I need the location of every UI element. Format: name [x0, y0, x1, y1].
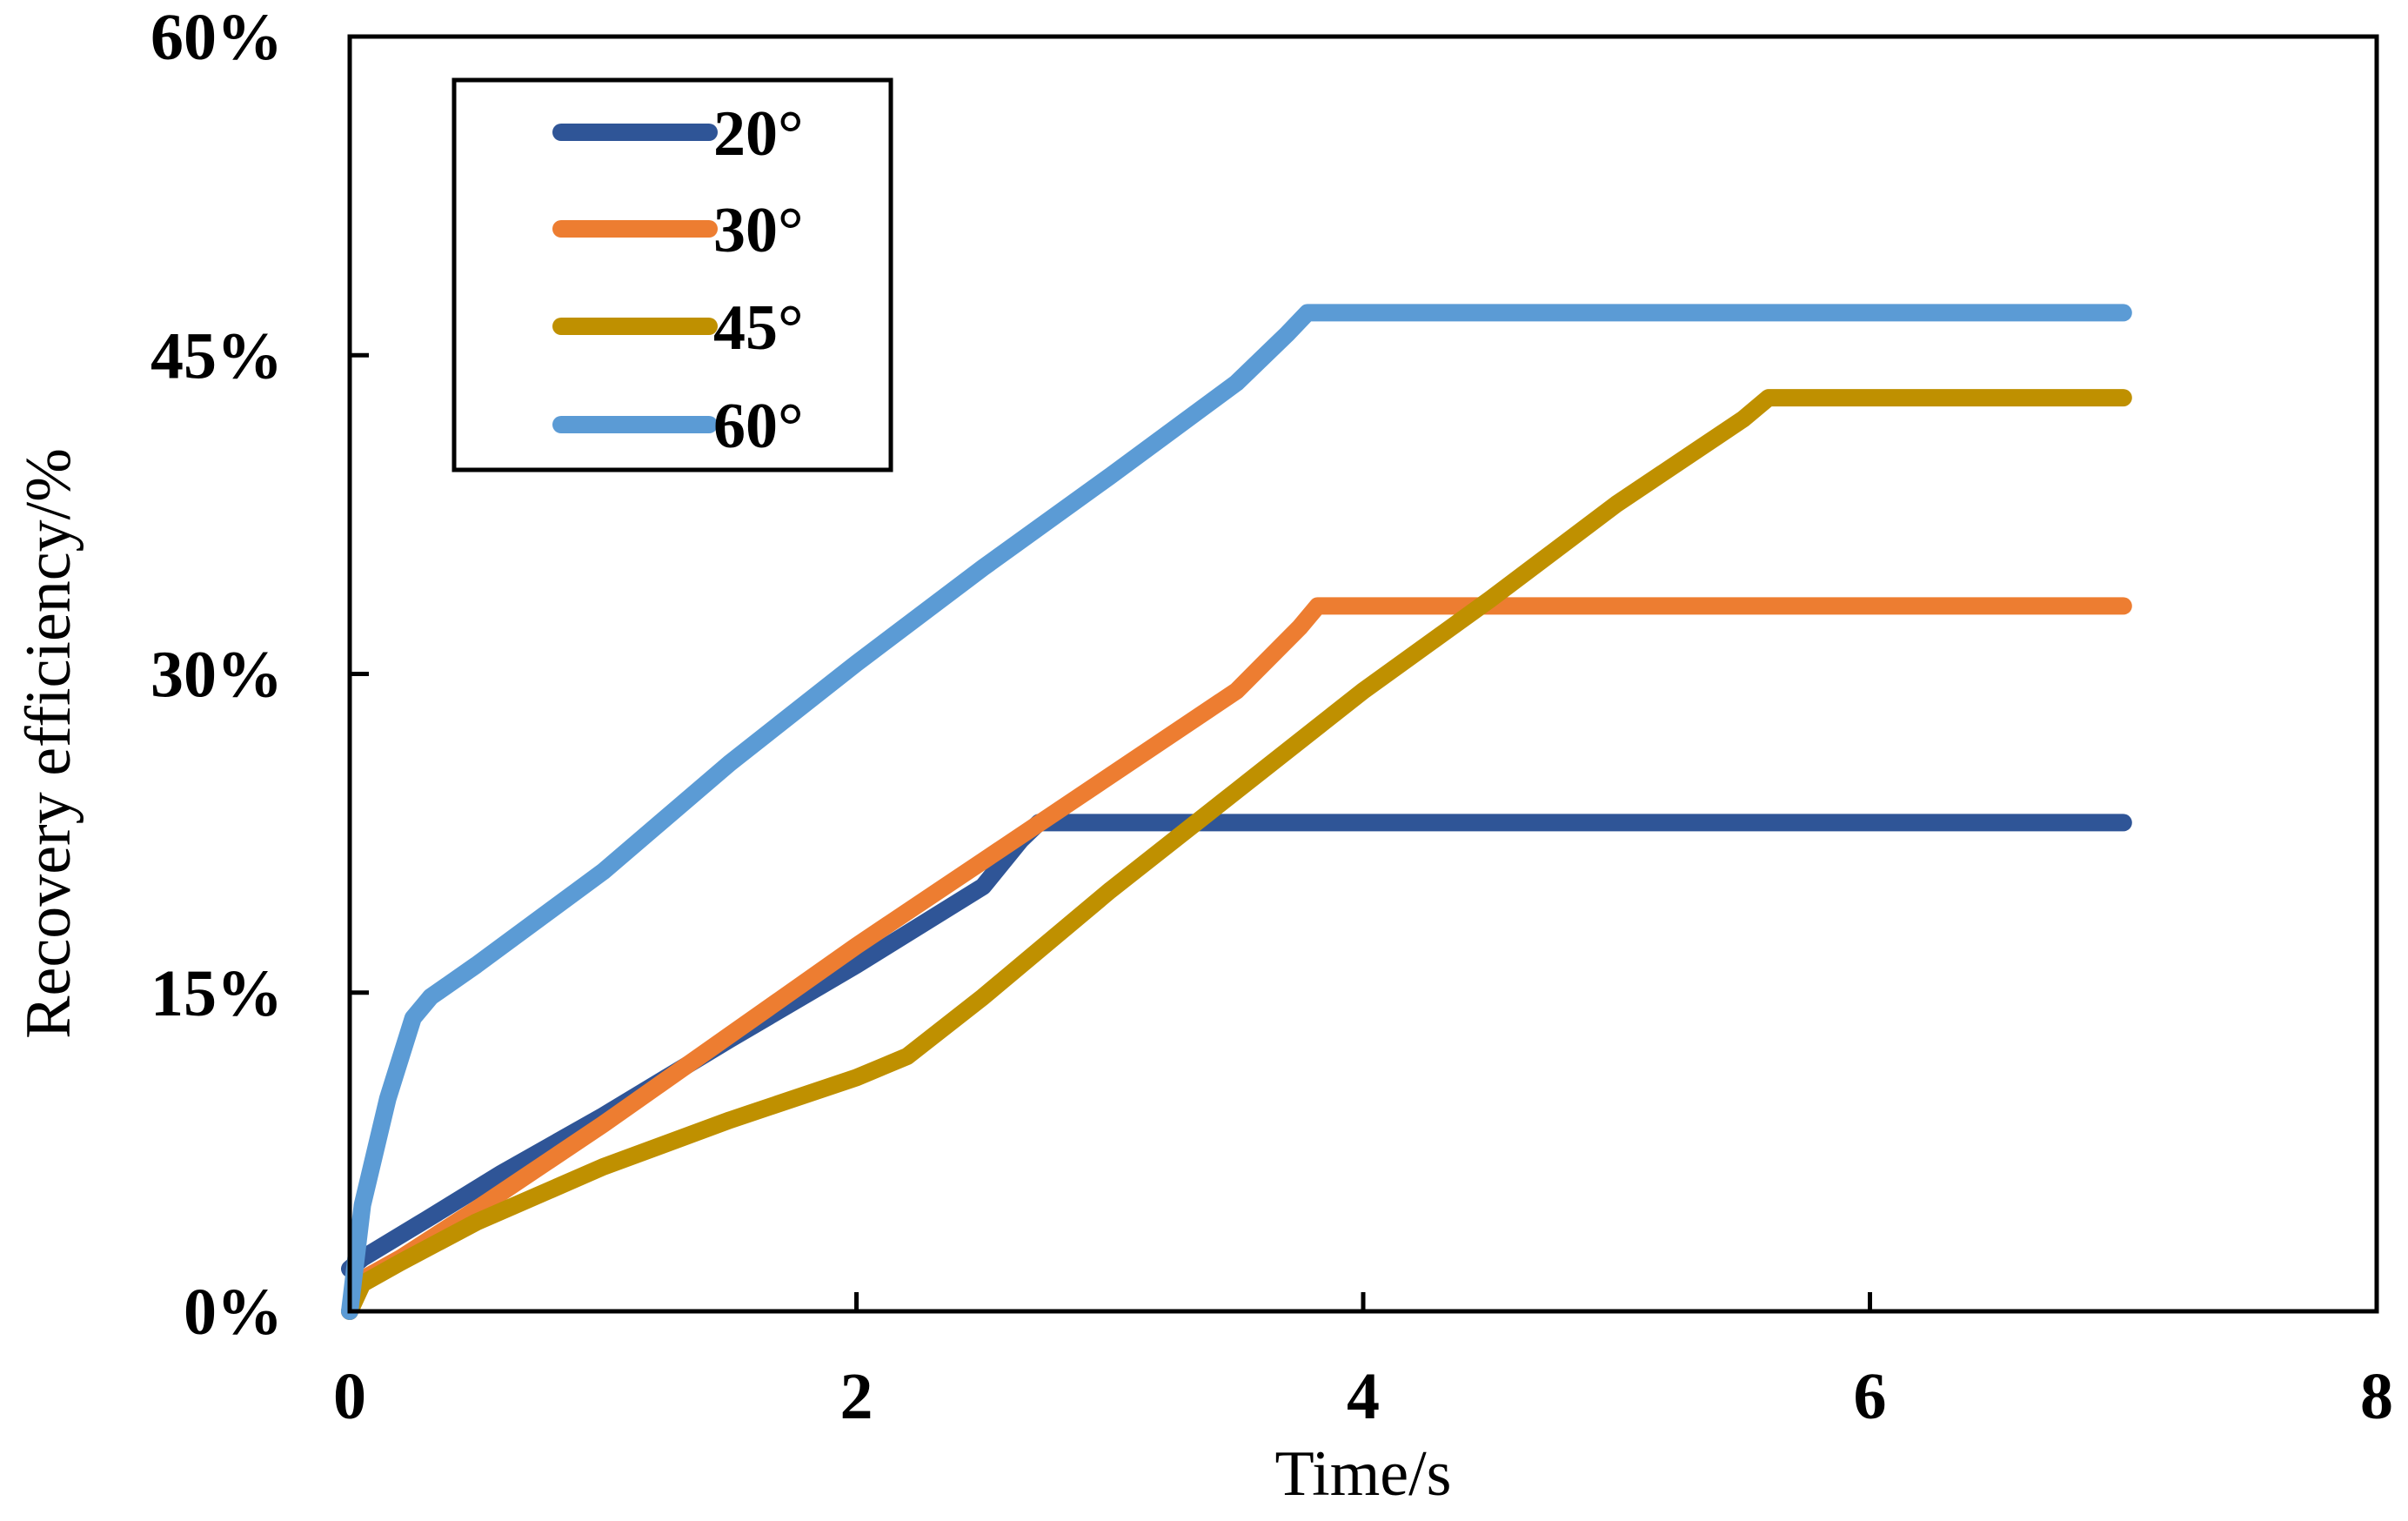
y-tick-label: 45% [150, 319, 283, 392]
x-tick-label: 0 [333, 1360, 366, 1433]
legend-label: 60° [713, 391, 804, 462]
x-tick-label: 2 [840, 1360, 873, 1433]
y-tick-label: 0% [184, 1276, 283, 1349]
x-tick-label: 6 [1854, 1360, 1887, 1433]
legend-label: 45° [713, 292, 804, 364]
x-axis-title: Time/s [1275, 1438, 1452, 1510]
series-line-2 [341, 597, 2132, 1320]
x-tick-label: 4 [1347, 1360, 1380, 1433]
series-line-4 [341, 304, 2132, 1320]
plot-area-frame [347, 34, 2379, 1314]
legend-label: 20° [713, 98, 804, 170]
legend: 20° 30° 45° 60° [452, 77, 893, 472]
y-tick-label: 60% [150, 1, 283, 74]
legend-box [452, 77, 893, 472]
y-axis-ticks: 0% 15% 30% 45% 60% [150, 1, 369, 1349]
series-lines [341, 304, 2132, 1320]
legend-label: 30° [713, 195, 804, 266]
series-line-3 [341, 389, 2132, 1320]
x-tick-label: 8 [2360, 1360, 2393, 1433]
y-axis-title: Recovery efficiency/% [13, 448, 84, 1039]
y-tick-label: 15% [150, 957, 283, 1030]
series-line-1 [341, 814, 2132, 1278]
y-tick-label: 30% [150, 639, 283, 712]
